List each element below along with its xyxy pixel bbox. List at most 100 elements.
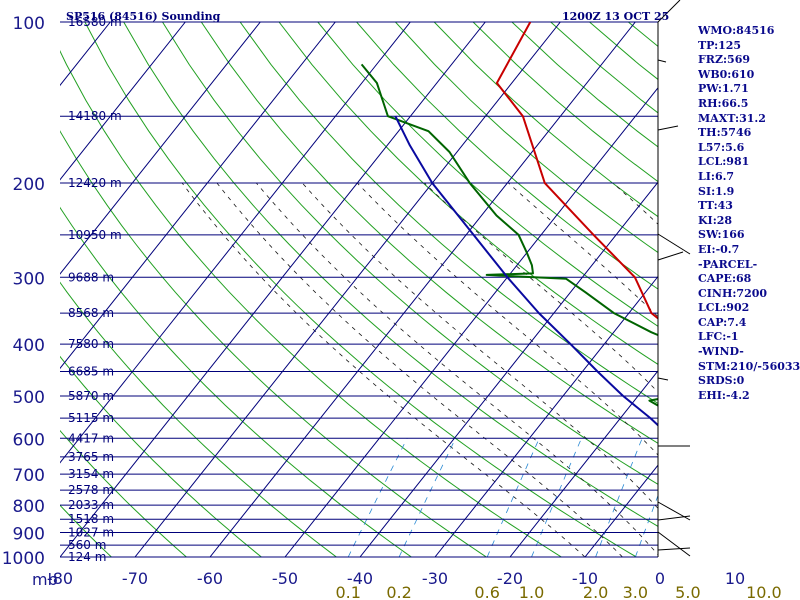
dry-adiabat	[162, 22, 658, 485]
pressure-tick-label: 300	[13, 269, 45, 289]
mixing-ratio-line	[688, 438, 730, 557]
height-label: 12420 m	[68, 176, 122, 190]
index-item: EHI:-4.2	[698, 388, 750, 402]
mixing-ratio-label: 0.1	[335, 583, 360, 600]
dry-adiabat	[60, 281, 337, 557]
height-label: 560 m	[68, 538, 106, 552]
mixing-ratio-label: 2.0	[583, 583, 608, 600]
index-item: SW:166	[698, 228, 745, 242]
moist-adiabat	[256, 182, 658, 556]
isotherm	[60, 22, 411, 464]
index-item: MAXT:31.2	[698, 111, 766, 125]
temperature-tick-label: 10	[725, 569, 745, 588]
isotherm	[134, 22, 561, 557]
index-item: PW:1.71	[698, 82, 749, 96]
height-label: 14180 m	[68, 109, 122, 123]
index-item: LCL:902	[698, 301, 750, 315]
index-item: WMO:84516	[698, 24, 775, 37]
wind-barb	[657, 233, 691, 255]
index-item: TP:125	[698, 38, 742, 52]
pressure-tick-label: 700	[13, 466, 45, 486]
isotherm	[434, 275, 658, 557]
grid	[60, 21, 659, 558]
pressure-tick-label: 100	[13, 14, 45, 34]
moist-adiabat	[216, 182, 623, 557]
height-label: 3154 m	[68, 467, 114, 481]
isotherm	[60, 22, 486, 557]
mixing-ratio-line	[486, 438, 540, 557]
moist-adiabat	[508, 182, 658, 318]
temperature-tick-label: -40	[347, 569, 373, 588]
dry-adiabat	[123, 22, 658, 527]
index-item: LI:6.7	[698, 169, 735, 183]
mixing-ratio-label: 0.6	[474, 583, 499, 600]
mixing-ratio-label: 3.0	[623, 583, 648, 600]
index-item: CAPE:68	[698, 272, 752, 286]
isotherm	[284, 87, 658, 557]
index-item: RH:66.5	[698, 96, 749, 110]
index-item: LFC:-1	[698, 330, 739, 344]
profiles	[360, 22, 658, 427]
height-label: 9688 m	[68, 270, 114, 284]
mixing-ratio-label: 10.0	[746, 583, 782, 600]
isotherm	[359, 181, 658, 557]
pressure-tick-label: 500	[13, 388, 45, 408]
parcel-line	[394, 115, 658, 427]
mixing-ratio-line	[531, 438, 582, 557]
temperature-tick-label: -10	[572, 569, 598, 588]
index-item: EI:-0.7	[698, 242, 740, 256]
height-label: 5870 m	[68, 389, 114, 403]
height-label: 124 m	[68, 550, 106, 564]
height-label: 1027 m	[68, 526, 114, 540]
isotherm	[209, 22, 636, 557]
index-item: CINH:7200	[698, 286, 768, 300]
index-item: SRDS:0	[698, 374, 745, 388]
moist-adiabat	[302, 182, 658, 509]
index-item: CAP:7.4	[698, 315, 747, 329]
height-label: 16580 m	[68, 15, 122, 29]
index-item: LCL:981	[698, 155, 750, 169]
dry-adiabat	[60, 206, 412, 557]
wind-barb	[657, 501, 691, 521]
temperature-tick-label: 0	[655, 569, 665, 588]
height-label: 10950 m	[68, 228, 122, 242]
moist-adiabat	[424, 182, 658, 393]
dewpoint-line	[360, 63, 658, 407]
height-label: 7580 m	[68, 337, 114, 351]
wind-barbs	[657, 0, 691, 557]
moist-adiabat	[181, 182, 586, 557]
wind-barb	[657, 59, 667, 63]
wind-barb	[657, 547, 691, 551]
wind-barb	[657, 0, 681, 23]
pressure-tick-label: 200	[13, 175, 45, 195]
pressure-tick-label: 800	[13, 497, 45, 517]
background-lines	[60, 22, 800, 557]
mixing-ratio-line	[764, 438, 800, 557]
height-label: 1518 m	[68, 512, 114, 526]
mixing-ratio-line	[635, 494, 658, 557]
mixing-ratio-line	[595, 438, 643, 557]
index-item: STM:210/-5603310426	[698, 359, 800, 373]
pressure-tick-label: 1000	[2, 549, 45, 569]
temperature-tick-label: -30	[422, 569, 448, 588]
chart-title: SP516 (84516) Sounding	[66, 10, 221, 23]
isotherm	[509, 370, 658, 557]
wind-barb	[657, 531, 691, 557]
temperature-tick-label: -50	[272, 569, 298, 588]
mixing-ratio-line	[398, 438, 456, 557]
index-item: L57:5.6	[698, 140, 745, 154]
temperature-tick-label: -80	[47, 569, 73, 588]
temperature-tick-label: -60	[197, 569, 223, 588]
observation-time: 1200Z 13 OCT 25	[562, 10, 670, 23]
pressure-tick-label: 600	[13, 430, 45, 450]
index-item: -WIND-	[698, 345, 744, 359]
temperature-tick-label: -20	[497, 569, 523, 588]
dry-adiabat	[84, 22, 637, 557]
index-item: WB0:610	[698, 67, 755, 81]
height-label: 2033 m	[68, 498, 114, 512]
isotherm	[60, 22, 336, 370]
height-label: 4417 m	[68, 431, 114, 445]
wind-barb	[657, 125, 679, 131]
